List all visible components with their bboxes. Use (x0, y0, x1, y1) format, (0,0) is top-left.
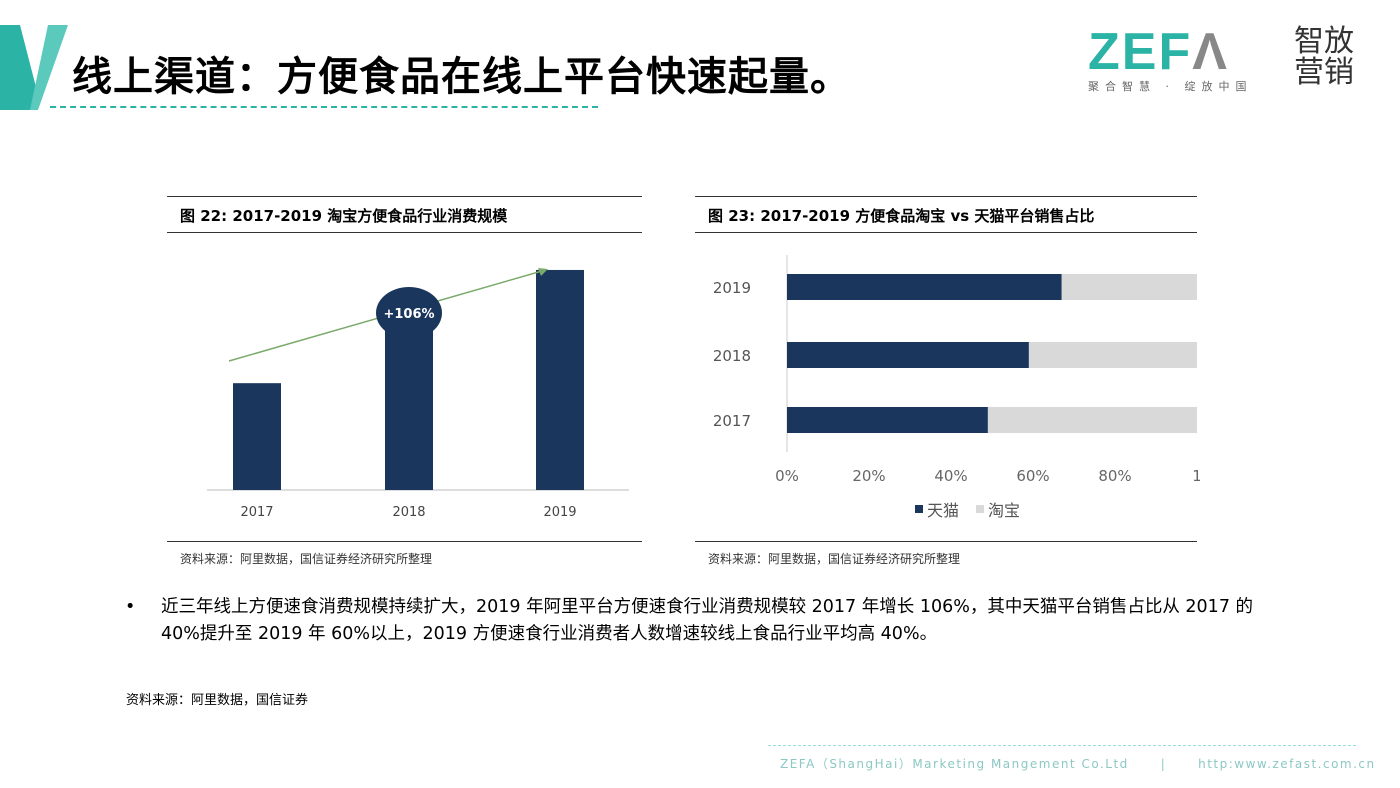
bar-2017 (233, 383, 281, 490)
x-tick-label: 0% (775, 467, 799, 485)
x-tick-label: 1 (1192, 467, 1200, 485)
legend-label: 淘宝 (988, 501, 1020, 520)
footer: ZEFA（ShangHai）Marketing Mangement Co.Ltd… (780, 755, 1376, 772)
bar-2019-淘宝 (1061, 274, 1197, 300)
bar-2018-淘宝 (1028, 342, 1197, 368)
logo-tagline: 聚合智慧 · 绽放中国 (1088, 80, 1253, 93)
bullet-text: 近三年线上方便速食消费规模持续扩大，2019 年阿里平台方便速食行业消费规模较 … (161, 597, 1254, 644)
bullet-dot: • (125, 597, 136, 617)
page-title: 线上渠道：方便食品在线上平台快速起量。 (72, 54, 851, 100)
x-tick-label: 60% (1016, 467, 1049, 485)
fig23-bottom-rule (695, 541, 1197, 542)
fig22-source: 资料来源：阿里数据，国信证券经济研究所整理 (180, 552, 433, 566)
x-tick-label: 2018 (392, 505, 425, 520)
annotation-bubble (376, 287, 442, 339)
x-tick-label: 20% (852, 467, 885, 485)
bullet-paragraph: • 近三年线上方便速食消费规模持续扩大，2019 年阿里平台方便速食行业消费规模… (125, 594, 1285, 648)
footer-divider (768, 745, 1356, 746)
fig22-rule (167, 232, 642, 233)
legend-label: 天猫 (927, 501, 959, 520)
bar-2017-天猫 (787, 407, 988, 433)
x-tick-label: 2017 (240, 505, 273, 520)
fig22-chart: 2017 2018 2019 +106% (207, 268, 629, 520)
company-logo: ZEFΛ 聚合智慧 · 绽放中国 智放营销 (1088, 26, 1354, 94)
y-tick-label: 2018 (713, 347, 751, 365)
footer-sep: | (1160, 757, 1167, 771)
bar-2018-天猫 (787, 342, 1029, 368)
fig23-title: 图 23: 2017-2019 方便食品淘宝 vs 天猫平台销售占比 (708, 207, 1095, 225)
fig22-bottom-rule (167, 541, 642, 542)
bar-2019 (536, 269, 584, 490)
fig22-title: 图 22: 2017-2019 淘宝方便食品行业消费规模 (180, 207, 508, 225)
fig23-rule (695, 232, 1197, 233)
footer-url[interactable]: http:www.zefast.com.cn (1198, 757, 1376, 771)
bar-2017-淘宝 (987, 407, 1197, 433)
x-tick-label: 80% (1098, 467, 1131, 485)
fig23-top-rule (695, 196, 1197, 197)
y-tick-label: 2019 (713, 279, 751, 297)
title-divider (50, 106, 598, 108)
x-tick-label: 40% (934, 467, 967, 485)
legend-swatch-taobao (976, 505, 984, 513)
arrow-head (538, 268, 548, 276)
bar-2018 (385, 329, 433, 490)
fig23-source: 资料来源：阿里数据，国信证券经济研究所整理 (708, 552, 961, 566)
fig22-top-rule (167, 196, 642, 197)
footer-company: ZEFA（ShangHai）Marketing Mangement Co.Ltd (780, 757, 1129, 771)
v-logo-mark (0, 25, 68, 110)
annotation-label: +106% (383, 307, 434, 322)
x-tick-label: 2019 (543, 505, 576, 520)
legend-swatch-tmall (915, 505, 923, 513)
bar-2019-天猫 (787, 274, 1062, 300)
logo-cn: 智放营销 (1294, 24, 1354, 90)
source-note: 资料来源：阿里数据，国信证券 (126, 693, 309, 708)
fig23-chart: 2017 2018 2019 0% 20% 40% 60% 80% 1 天猫 淘宝 (713, 255, 1200, 520)
y-tick-label: 2017 (713, 412, 751, 430)
